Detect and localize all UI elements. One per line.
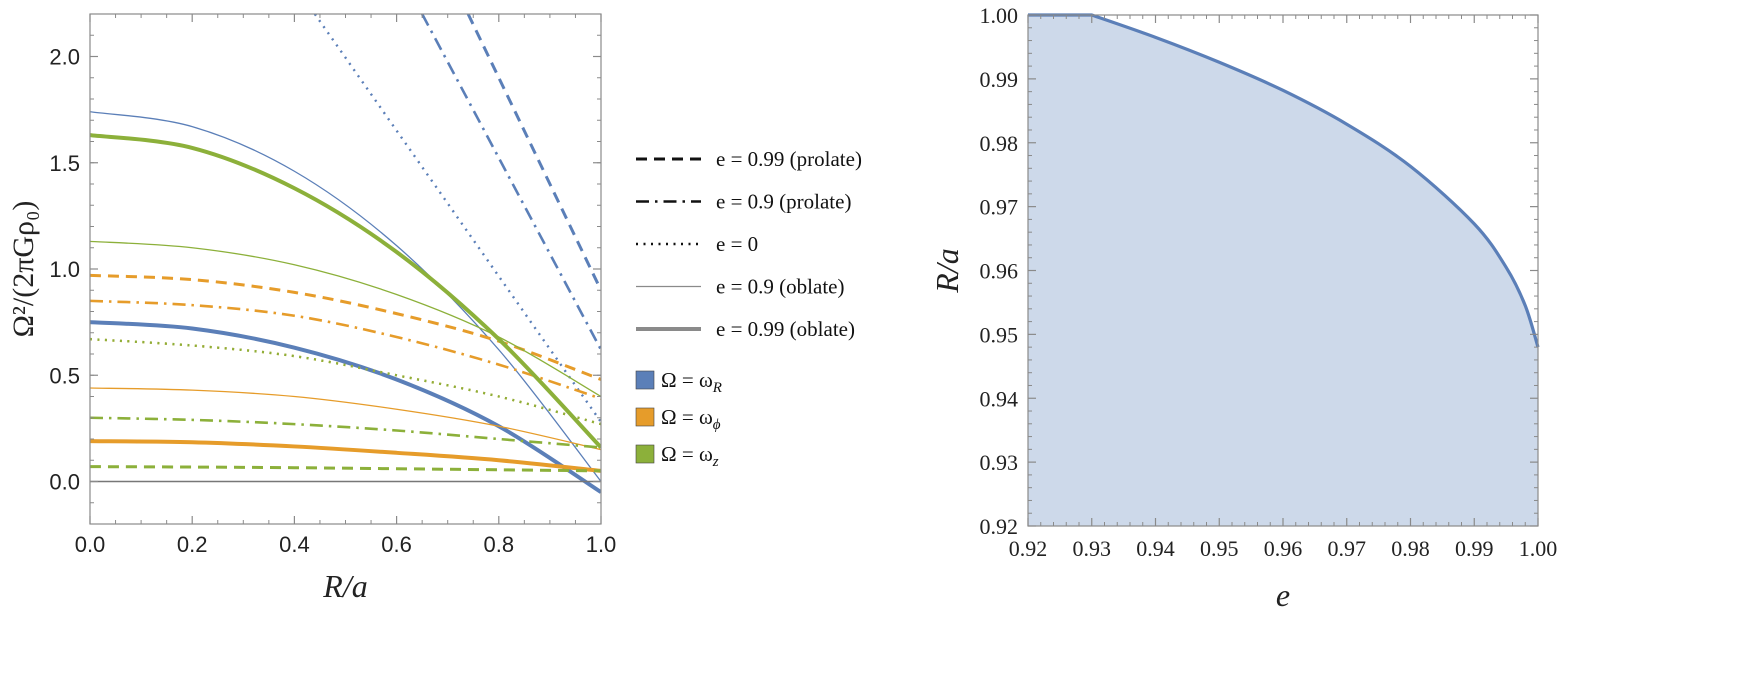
series-line-omega-phi-thick bbox=[90, 439, 601, 473]
allowed-region bbox=[1028, 15, 1538, 526]
series-line-omega-R-dashdot bbox=[421, 14, 601, 351]
series-line-omega-R-thin bbox=[90, 111, 601, 482]
right-y-axis-title: R/a bbox=[929, 248, 965, 293]
y-tick-label: 0.94 bbox=[980, 386, 1019, 411]
legend-label-thin: e = 0.9 (oblate) bbox=[716, 275, 844, 299]
y-tick-label: 2.0 bbox=[49, 45, 80, 70]
left-chart: 0.0 0.2 0.4 0.6 0.8 1.0 0.0 0.5 1.0 1.5 2.0 R/a Ω²… bbox=[7, 13, 617, 604]
legend-color-swatch-omega-z bbox=[635, 444, 655, 464]
y-tick-label: 0.96 bbox=[980, 259, 1019, 284]
x-tick-label: 0.92 bbox=[1009, 536, 1048, 561]
region-boundary-line bbox=[1028, 13, 1540, 348]
legend-color-label-omega-phi: Ω = ωϕ bbox=[661, 405, 721, 433]
x-tick-label: 0.94 bbox=[1136, 536, 1175, 561]
y-tick-label: 0.99 bbox=[980, 67, 1019, 92]
legend-label-dotted: e = 0 bbox=[716, 232, 758, 256]
x-tick-label: 0.95 bbox=[1200, 536, 1239, 561]
series-line-omega-z-dashed bbox=[90, 465, 601, 473]
series-line-omega-phi-dashed bbox=[90, 273, 601, 381]
x-tick-label: 0.4 bbox=[279, 532, 310, 557]
series-line-omega-z-thin bbox=[90, 240, 601, 398]
series-line-omega-R-thick bbox=[90, 320, 601, 494]
y-tick-label: 0.97 bbox=[980, 195, 1019, 220]
legend-color-label-omega-R: Ω = ωR bbox=[661, 368, 722, 396]
x-tick-label: 0.98 bbox=[1391, 536, 1430, 561]
series-line-omega-phi-thin bbox=[90, 387, 601, 451]
legend-color-label-omega-z: Ω = ωz bbox=[661, 442, 719, 470]
left-y-axis-title: Ω²/(2πGρ₀) bbox=[7, 201, 40, 338]
series-line-omega-z-dotted bbox=[90, 337, 601, 426]
right-x-axis-title: e bbox=[1276, 577, 1290, 613]
x-tick-label: 1.0 bbox=[586, 532, 617, 557]
y-tick-label: 0.92 bbox=[980, 514, 1019, 539]
y-tick-label: 1.0 bbox=[49, 257, 80, 282]
legend-color-swatch-omega-R bbox=[635, 370, 655, 390]
x-tick-label: 0.2 bbox=[177, 532, 208, 557]
left-x-axis-title: R/a bbox=[322, 568, 367, 604]
x-tick-label: 0.96 bbox=[1264, 536, 1303, 561]
legend: e = 0.99 (prolate) e = 0.9 (prolate) e = 0… bbox=[635, 147, 862, 470]
series-line-omega-z-dashdot bbox=[90, 416, 601, 449]
x-tick-label: 0.8 bbox=[484, 532, 515, 557]
series-line-omega-phi-dashdot bbox=[90, 299, 601, 400]
x-tick-label: 0.99 bbox=[1455, 536, 1494, 561]
right-ticks-group: 0.92 0.93 0.94 0.95 0.96 0.97 0.98 0.99 1.00 0.92… bbox=[980, 3, 1558, 561]
x-tick-label: 0.6 bbox=[381, 532, 412, 557]
x-tick-label: 1.00 bbox=[1519, 536, 1558, 561]
y-tick-label: 1.00 bbox=[980, 3, 1019, 28]
y-tick-label: 0.98 bbox=[980, 131, 1019, 156]
right-chart: 0.92 0.93 0.94 0.95 0.96 0.97 0.98 0.99 1.00 0.92… bbox=[929, 3, 1557, 613]
legend-color-swatch-omega-phi bbox=[635, 407, 655, 427]
x-tick-label: 0.97 bbox=[1328, 536, 1367, 561]
y-tick-label: 0.0 bbox=[49, 470, 80, 495]
legend-label-dashdot: e = 0.9 (prolate) bbox=[716, 190, 851, 214]
left-series-group bbox=[90, 14, 601, 494]
x-tick-label: 0.93 bbox=[1073, 536, 1112, 561]
y-tick-label: 0.93 bbox=[980, 450, 1019, 475]
left-ticks-group: 0.0 0.2 0.4 0.6 0.8 1.0 0.0 0.5 1.0 1.5 2.0 bbox=[49, 13, 617, 557]
series-line-omega-R-dashed bbox=[466, 14, 601, 291]
x-tick-label: 0.0 bbox=[75, 532, 106, 557]
legend-label-thick: e = 0.99 (oblate) bbox=[716, 317, 855, 341]
legend-label-dashed: e = 0.99 (prolate) bbox=[716, 147, 862, 171]
series-line-omega-R-dotted bbox=[313, 14, 601, 423]
series-line-omega-z-thick bbox=[90, 133, 601, 449]
y-tick-label: 0.95 bbox=[980, 322, 1019, 347]
y-tick-label: 1.5 bbox=[49, 151, 80, 176]
y-tick-label: 0.5 bbox=[49, 363, 80, 388]
